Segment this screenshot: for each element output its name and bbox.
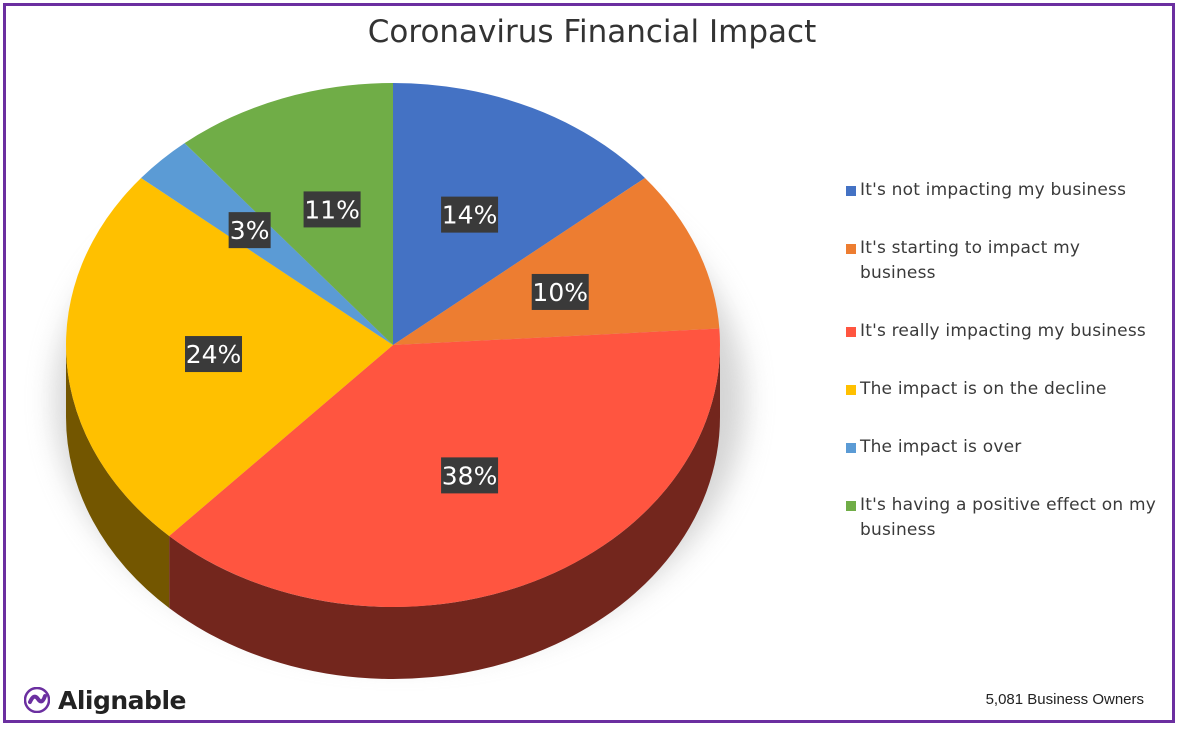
data-label-the-impact-is-on-the-decline: 24% (185, 336, 243, 373)
pie-slice-it-s-not-impacting-my-business (393, 83, 645, 345)
legend-swatch (846, 327, 856, 337)
data-label-it-s-not-impacting-my-business: 14% (441, 196, 499, 233)
svg-text:24%: 24% (186, 340, 242, 369)
legend-item-it-s-not-impacting-my-business: It's not impacting my business (846, 178, 1156, 203)
legend-item-it-s-starting-to-impact-my-business: It's starting to impact my business (846, 236, 1156, 286)
legend-swatch (846, 385, 856, 395)
data-label-it-s-really-impacting-my-business: 38% (441, 457, 499, 494)
brand-logo: Alignable (24, 684, 186, 716)
legend-swatch (846, 186, 856, 196)
pie-side-the-impact-is-on-the-decline (66, 345, 170, 608)
svg-text:14%: 14% (442, 201, 498, 230)
svg-text:38%: 38% (442, 461, 498, 490)
legend-swatch (846, 443, 856, 453)
chart-title: Coronavirus Financial Impact (367, 14, 817, 50)
legend-label: It's not impacting my business (860, 180, 1127, 200)
data-label-it-s-starting-to-impact-my-business: 10% (531, 273, 589, 310)
pie-side-it-s-really-impacting-my-business (169, 345, 721, 680)
data-label-it-s-having-a-positive-effect-on-my-business: 11% (303, 191, 361, 228)
legend-swatch (846, 244, 856, 254)
legend-label: It's having a positive effect on my busi… (860, 495, 1156, 540)
legend-label: The impact is over (860, 437, 1022, 457)
legend-swatch (846, 501, 856, 511)
legend-label: The impact is on the decline (860, 379, 1107, 399)
legend-item-the-impact-is-over: The impact is over (846, 435, 1156, 460)
legend: It's not impacting my business It's start… (846, 178, 1156, 576)
pie-slice-it-s-starting-to-impact-my-business (393, 177, 720, 345)
legend-item-it-s-really-impacting-my-business: It's really impacting my business (846, 319, 1156, 344)
svg-text:10%: 10% (532, 278, 588, 307)
legend-label: It's really impacting my business (860, 321, 1146, 341)
legend-item-it-s-having-a-positive-effect-on-my-business: It's having a positive effect on my busi… (846, 493, 1156, 543)
brand-name: Alignable (58, 685, 186, 715)
legend-item-the-impact-is-on-the-decline: The impact is on the decline (846, 377, 1156, 402)
alignable-logo-icon (24, 687, 50, 713)
svg-text:3%: 3% (230, 216, 270, 245)
sample-size: 5,081 Business Owners (985, 691, 1144, 708)
svg-text:11%: 11% (304, 195, 360, 224)
data-label-the-impact-is-over: 3% (228, 212, 271, 249)
legend-label: It's starting to impact my business (860, 238, 1081, 283)
pie-slice-it-s-having-a-positive-effect-on-my-business (184, 83, 393, 345)
